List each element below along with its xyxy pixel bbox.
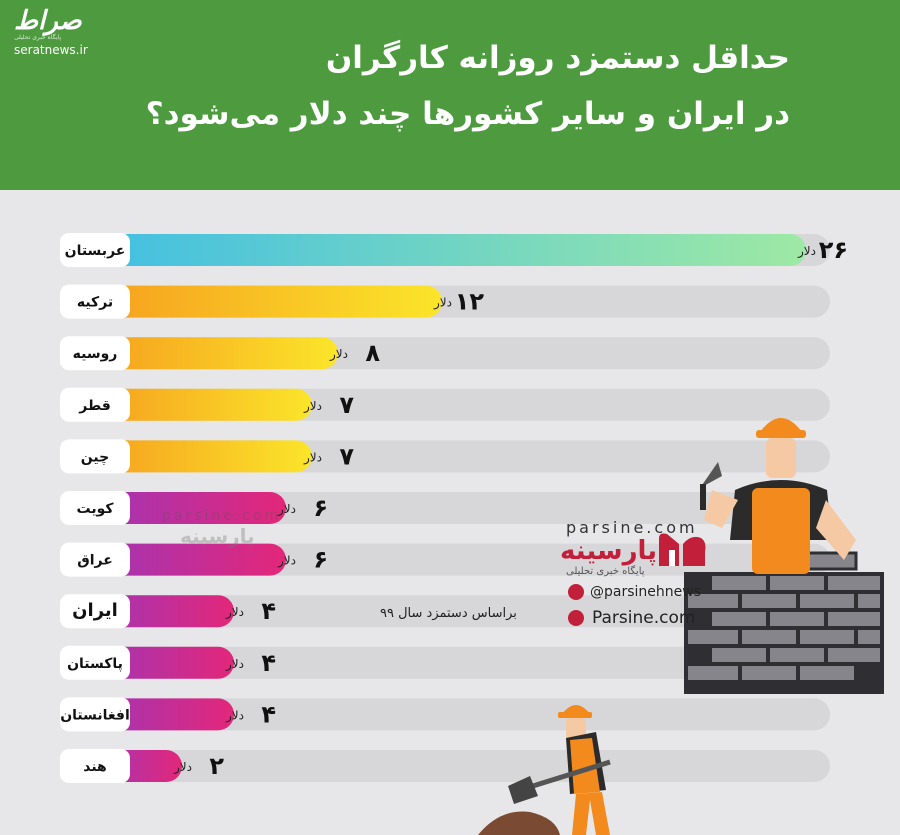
bar [96,698,234,731]
category-label: ایران [72,600,118,621]
unit-label: دلار [797,244,816,259]
category-label: عربستان [65,243,126,259]
bar [96,543,286,576]
chart-title-line-1: حداقل دستمزد روزانه کارگران [325,40,790,76]
unit-label: دلار [303,399,322,414]
bar-track [90,698,830,731]
category-label-pill [60,749,130,783]
chart-title-line-2: در ایران و سایر کشورها چند دلار می‌شود؟ [145,96,790,132]
bar [96,595,234,628]
unit-label: دلار [303,450,322,465]
category-label-pill [60,697,130,732]
unit-label: دلار [277,502,296,517]
category-label: پاکستان [67,656,123,672]
unit-label: دلار [173,760,192,775]
category-label-pill [60,284,130,319]
unit-label: دلار [277,554,296,569]
bar-track [90,646,830,679]
category-label: چین [81,449,109,465]
category-label: هند [83,759,107,775]
publisher-logo[interactable]: صراط پایگاه خبری تحلیلی seratnews.ir [14,8,88,57]
telegram-handle[interactable]: @parsinehnews [590,584,701,600]
category-label: قطر [78,398,111,414]
brand-subtitle: پایگاه خبری تحلیلی [566,566,645,577]
unit-label: دلار [225,605,244,620]
value-label: ۴ [261,700,276,728]
website-link[interactable]: Parsine.com [592,608,696,628]
unit-label: دلار [329,347,348,362]
watermark-latin: parsine.com [162,508,282,524]
unit-label: دلار [225,657,244,672]
brand-latin: parsine.com [566,518,698,537]
category-label-pill [60,233,130,267]
unit-label: دلار [225,708,244,723]
bar [96,440,312,473]
category-label-pill [60,336,130,371]
category-label: افغانستان [60,707,130,723]
parsine-logo-icon [659,533,706,566]
value-label: ۲۶ [819,236,848,264]
value-label: ۷ [339,442,354,470]
value-label: ۸ [365,339,380,367]
logo-mark: صراط [14,6,82,36]
category-label: روسیه [73,346,118,362]
bar [96,337,338,370]
chart-note: براساس دستمزد سال ۹۹ [380,606,517,621]
bar [96,492,286,524]
bar [96,646,234,679]
bar-track [90,595,830,628]
category-label-pill [60,594,130,629]
bar [96,234,806,266]
category-label-pill [60,387,130,422]
bar [96,388,312,421]
unit-label: دلار [433,296,452,311]
value-label: ۴ [261,649,276,677]
category-label: کویت [77,501,115,517]
category-label-pill [60,542,130,577]
bar [96,285,442,318]
category-label: ترکیه [77,295,113,311]
bar-track [90,750,830,782]
value-label: ۲ [209,752,224,780]
value-label: ۶ [313,546,328,574]
value-label: ۱۲ [455,288,485,316]
category-label-pill [60,491,130,525]
logo-site: seratnews.ir [14,43,88,57]
category-label-pill [60,645,130,680]
brand-persian: پارسینه [560,536,658,566]
telegram-icon [568,584,584,600]
category-label: عراق [77,553,113,569]
watermark-persian: پارسینه [180,524,255,548]
globe-icon [568,610,584,626]
value-label: ۴ [261,597,276,625]
header-banner: صراط پایگاه خبری تحلیلی seratnews.ir حدا… [0,0,900,190]
logo-tagline: پایگاه خبری تحلیلی [14,34,62,41]
value-label: ۷ [339,391,354,419]
value-label: ۶ [313,494,328,522]
category-label-pill [60,439,130,474]
